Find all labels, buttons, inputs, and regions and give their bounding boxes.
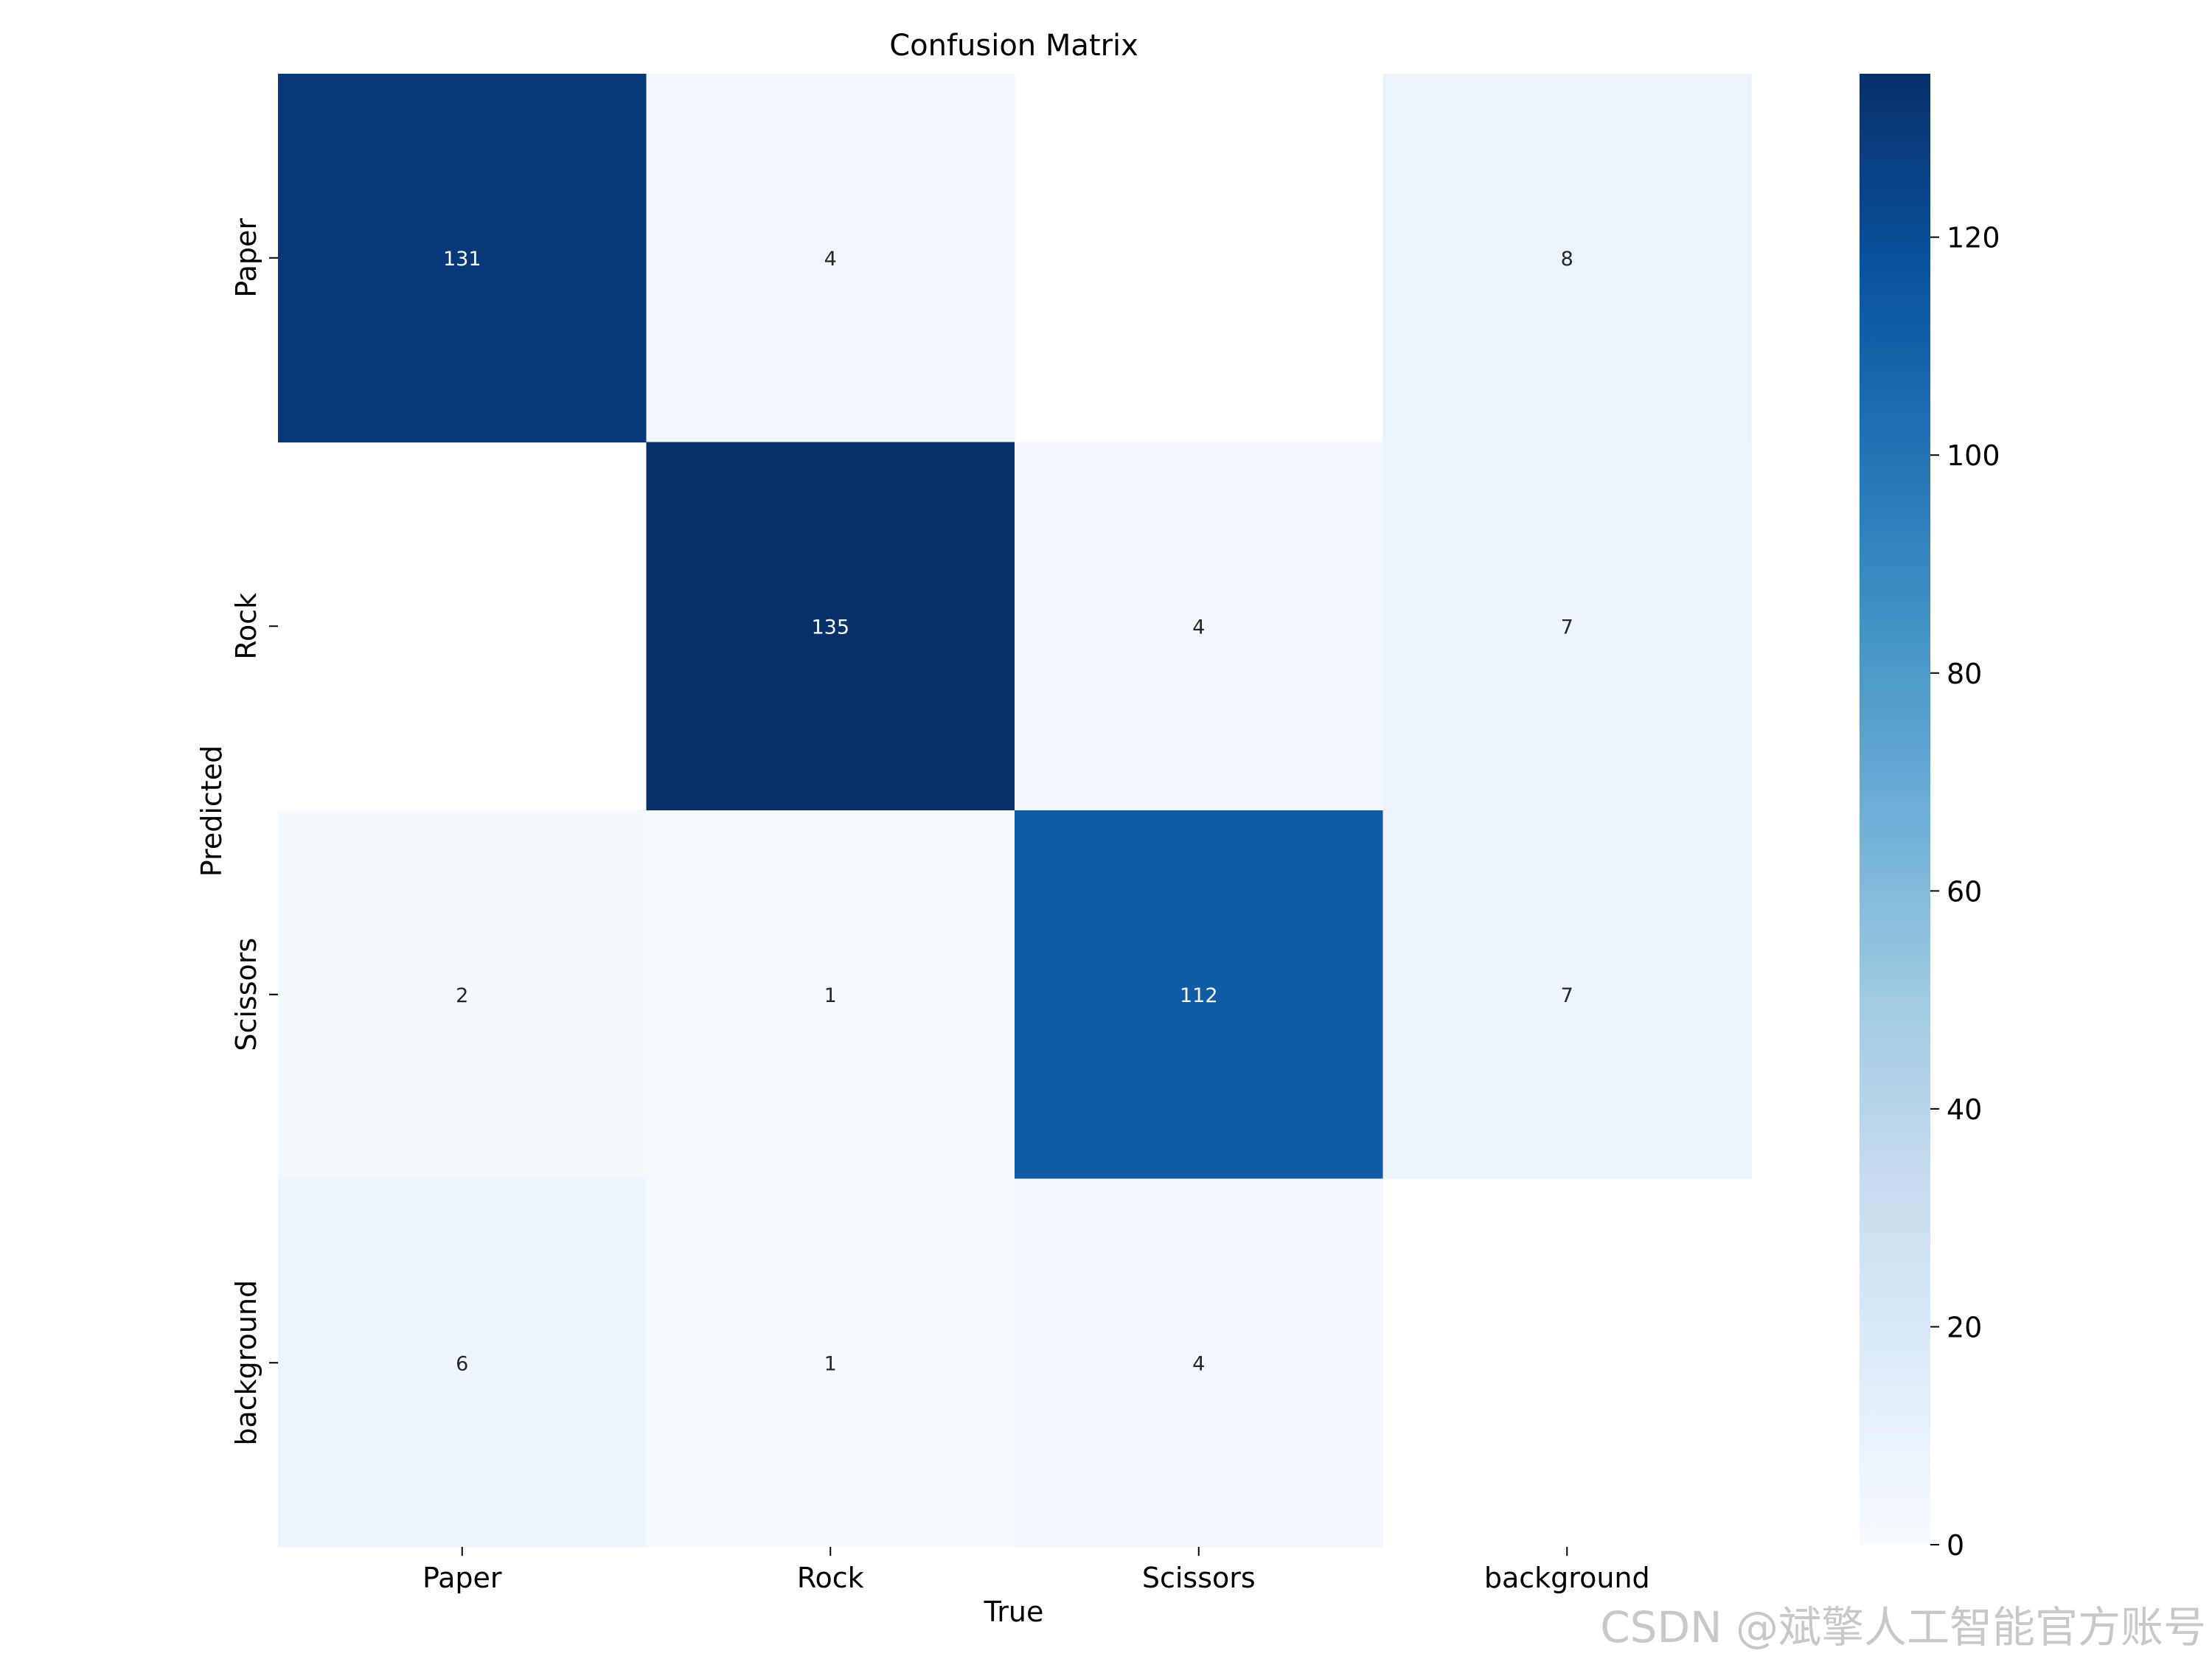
x-tick-label: Paper — [422, 1562, 502, 1594]
x-axis: Paper Rock Scissors background — [422, 1547, 1650, 1594]
y-axis-label: Predicted — [195, 745, 228, 877]
cell-value-label: 2 — [456, 984, 468, 1007]
heatmap-cell — [646, 1178, 1015, 1548]
heatmap-cell — [278, 810, 647, 1180]
x-axis-label: True — [984, 1596, 1044, 1628]
heatmap-cell — [646, 74, 1015, 443]
x-tick-label: background — [1484, 1562, 1650, 1594]
colorbar — [1860, 74, 1930, 1545]
cell-value-labels: 131 4 8 135 4 7 2 1 112 7 6 1 4 — [443, 248, 1573, 1376]
heatmap-cell — [1382, 442, 1752, 811]
cell-value-label: 4 — [824, 248, 837, 271]
cell-value-label: 112 — [1180, 984, 1218, 1007]
cell-value-label: 1 — [824, 1352, 837, 1375]
colorbar-tick-label: 120 — [1947, 222, 2000, 254]
heatmap-cell — [646, 442, 1015, 811]
colorbar-tick-label: 20 — [1947, 1311, 1982, 1343]
colorbar-tick-label: 0 — [1947, 1529, 1964, 1562]
y-tick-label: background — [230, 1280, 262, 1446]
y-tick-label: Rock — [230, 593, 262, 660]
y-tick-label: Paper — [230, 218, 262, 298]
y-tick-label: Scissors — [230, 938, 262, 1051]
colorbar-tick-label: 40 — [1947, 1093, 1982, 1126]
y-axis: Paper Rock Scissors background — [230, 218, 278, 1446]
cell-value-label: 6 — [456, 1352, 468, 1375]
cell-value-label: 135 — [811, 616, 849, 639]
cell-value-label: 1 — [824, 984, 837, 1007]
heatmap-cell — [1382, 810, 1752, 1180]
cell-value-label: 7 — [1561, 616, 1573, 639]
colorbar-tick-label: 80 — [1947, 658, 1982, 690]
heatmap-cell — [1382, 74, 1752, 443]
cell-value-label: 4 — [1192, 1352, 1205, 1375]
heatmap-cell — [1015, 810, 1384, 1180]
watermark-text: CSDN @斌擎人工智能官方账号 — [1600, 1602, 2206, 1652]
cell-value-label: 7 — [1561, 984, 1573, 1007]
heatmap-cell — [1015, 1178, 1384, 1548]
colorbar-tick-label: 100 — [1947, 439, 2000, 472]
heatmap-cell — [1015, 442, 1384, 811]
heatmap-cell — [278, 1178, 647, 1548]
chart-title: Confusion Matrix — [889, 29, 1138, 63]
x-tick-label: Scissors — [1142, 1562, 1256, 1594]
heatmap-cells — [278, 74, 1752, 1548]
heatmap-cell — [646, 810, 1015, 1180]
cell-value-label: 4 — [1192, 616, 1205, 639]
colorbar-axis: 0 20 40 60 80 100 120 — [1930, 222, 2000, 1562]
x-tick-label: Rock — [797, 1562, 864, 1594]
colorbar-tick-label: 60 — [1947, 875, 1982, 908]
cell-value-label: 131 — [443, 248, 481, 271]
cell-value-label: 8 — [1561, 248, 1573, 271]
heatmap-cell — [278, 74, 647, 443]
